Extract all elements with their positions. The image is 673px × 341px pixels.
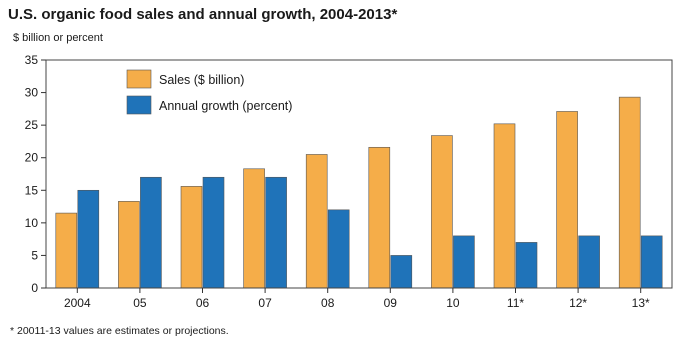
x-tick-label: 08 — [321, 296, 335, 310]
bar-growth — [390, 255, 413, 289]
x-tick-label: 2004 — [64, 296, 91, 310]
chart-title: U.S. organic food sales and annual growt… — [8, 6, 398, 23]
bar-sales — [243, 168, 265, 289]
bar-sales — [305, 154, 328, 289]
y-tick-label: 20 — [25, 151, 39, 165]
x-tick-label: 07 — [258, 296, 272, 310]
bar-sales — [556, 111, 578, 289]
x-axis: 2004 05 06 07 08 09 10 11* 12* 13* — [64, 288, 650, 310]
legend-label-sales: Sales ($ billion) — [159, 73, 244, 87]
x-tick-label: 13* — [632, 296, 650, 310]
x-tick-label: 06 — [196, 296, 210, 310]
bar-growth — [578, 235, 600, 289]
y-tick-label: 10 — [25, 216, 39, 230]
y-tick-label: 35 — [25, 53, 39, 67]
x-tick-label: 05 — [133, 296, 147, 310]
bar-sales — [493, 123, 516, 289]
bar-growth — [77, 189, 100, 289]
legend-label-growth: Annual growth (percent) — [159, 99, 292, 113]
y-tick-label: 25 — [25, 118, 39, 132]
legend-swatch-growth — [126, 95, 152, 115]
y-tick-label: 30 — [25, 86, 39, 100]
bar-growth — [140, 176, 162, 289]
x-tick-label: 09 — [384, 296, 398, 310]
bar-growth — [265, 176, 287, 289]
x-tick-label: 11* — [507, 296, 524, 310]
x-tick-label: 12* — [569, 296, 587, 310]
legend-swatch-sales — [126, 69, 152, 89]
bar-growth — [453, 235, 475, 289]
bar-growth — [202, 176, 225, 289]
plot-frame — [45, 59, 673, 289]
bar-growth — [515, 242, 538, 289]
y-tick-label: 5 — [31, 248, 38, 262]
bar-sales — [368, 146, 391, 289]
bars-group — [55, 96, 663, 289]
bar-growth — [640, 235, 663, 289]
bar-sales — [118, 201, 140, 289]
x-tick-label: 10 — [446, 296, 460, 310]
bar-growth — [327, 209, 350, 289]
legend: Sales ($ billion) Annual growth (percent) — [126, 69, 292, 115]
y-axis-label: $ billion or percent — [13, 32, 103, 44]
bar-sales — [431, 135, 453, 289]
bar-sales — [618, 96, 641, 289]
footnote: * 20011-13 values are estimates or proje… — [10, 325, 229, 337]
y-tick-label: 0 — [31, 281, 38, 295]
y-tick-label: 15 — [25, 183, 39, 197]
y-axis: 0 5 10 15 20 25 30 35 — [25, 53, 46, 295]
bar-sales — [180, 186, 203, 289]
bar-sales — [55, 212, 78, 289]
